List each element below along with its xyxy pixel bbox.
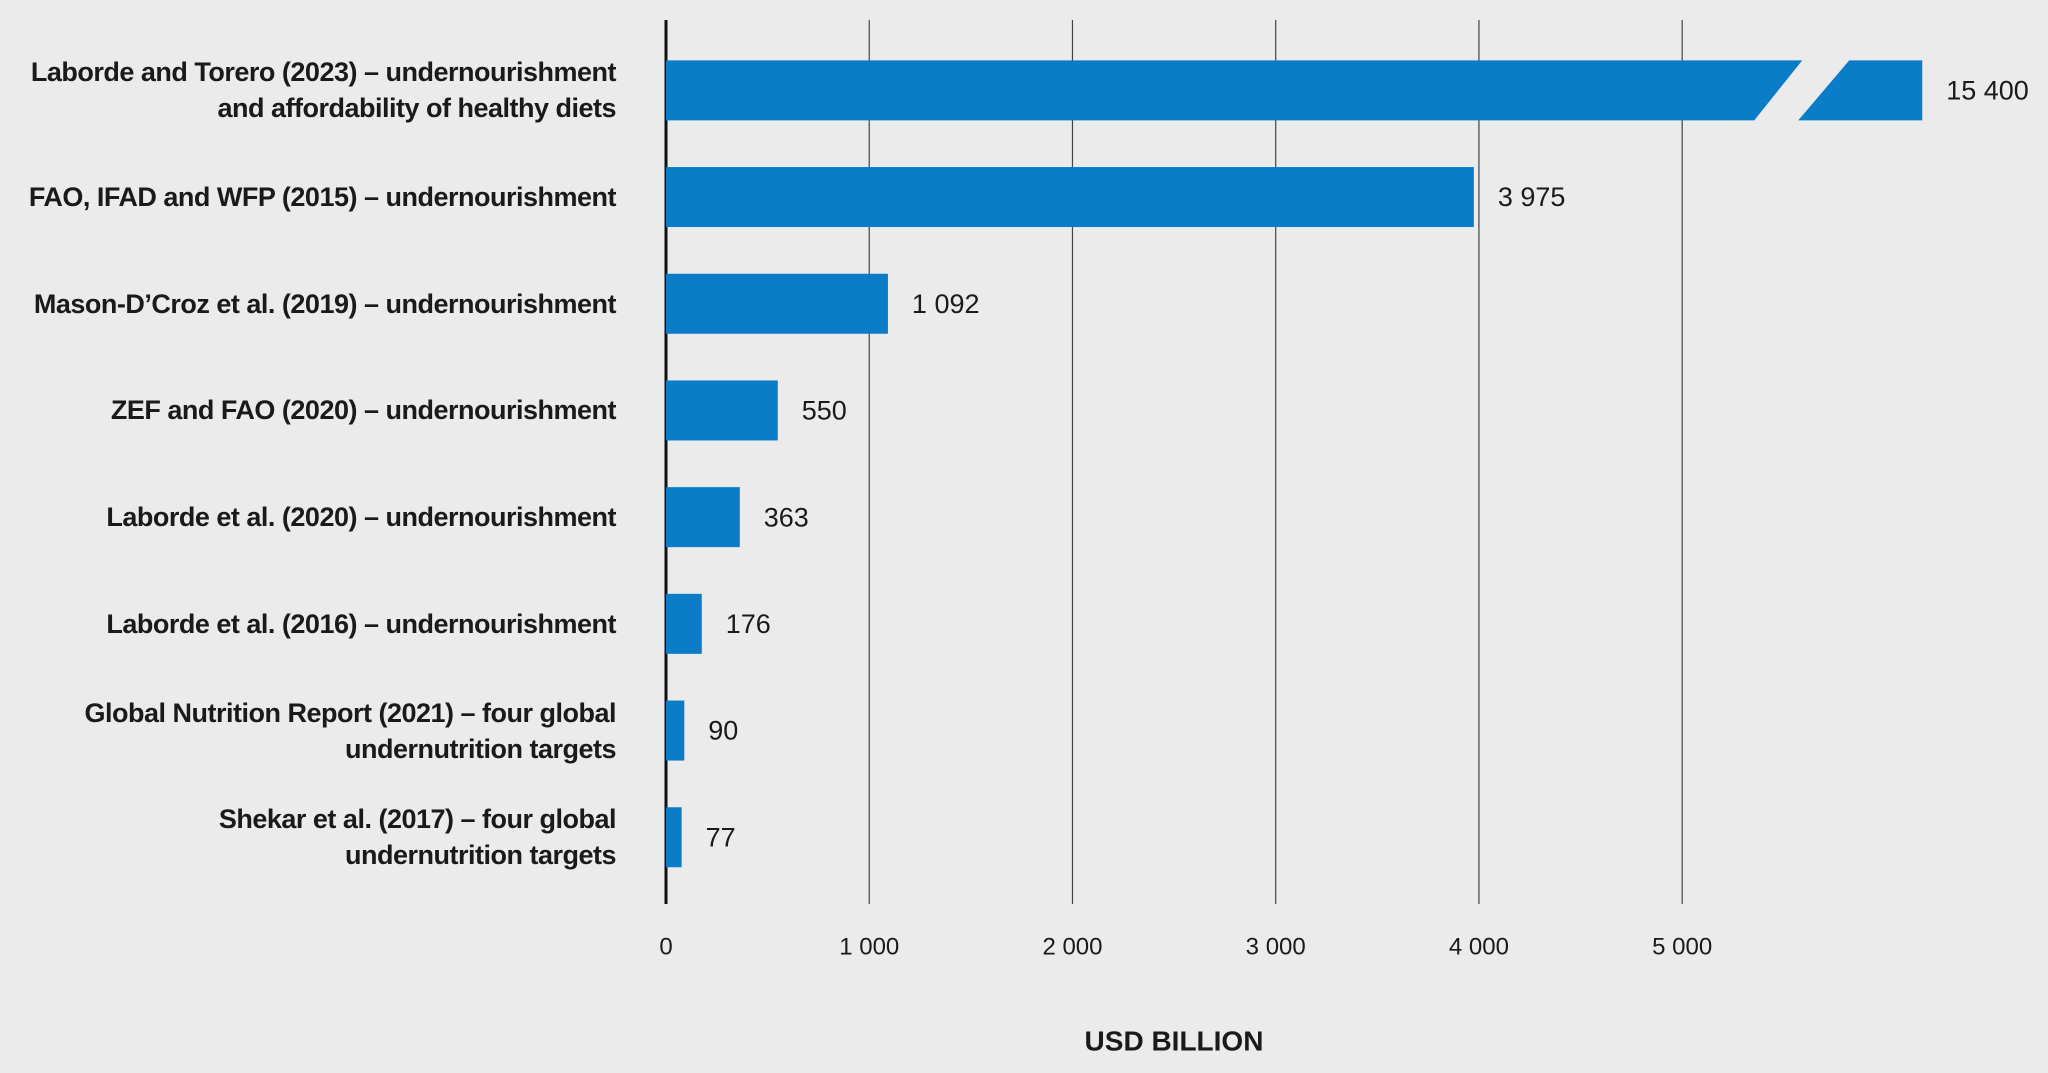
x-tick-label: 4 000 bbox=[1449, 933, 1509, 960]
value-label: 90 bbox=[708, 716, 738, 746]
bar bbox=[666, 700, 685, 761]
bar bbox=[666, 807, 682, 868]
category-label: Laborde et al. (2020) – undernourishment bbox=[106, 502, 616, 533]
bar-segment bbox=[666, 60, 1803, 121]
category-label: Laborde et al. (2016) – undernourishment bbox=[106, 608, 616, 639]
bar bbox=[666, 487, 740, 548]
bar bbox=[666, 167, 1474, 228]
x-tick-label: 5 000 bbox=[1652, 933, 1712, 960]
broken-bar bbox=[666, 60, 1923, 121]
x-tick-label: 1 000 bbox=[839, 933, 899, 960]
value-label: 77 bbox=[706, 822, 736, 852]
value-label: 550 bbox=[802, 396, 847, 426]
bar-segment bbox=[1798, 60, 1923, 121]
x-tick-label: 3 000 bbox=[1246, 933, 1306, 960]
value-label: 363 bbox=[764, 502, 809, 532]
category-label: Mason-D’Croz et al. (2019) – undernouris… bbox=[33, 288, 617, 319]
bar bbox=[666, 593, 702, 654]
category-label: Global Nutrition Report (2021) – four gl… bbox=[84, 697, 616, 764]
category-label: FAO, IFAD and WFP (2015) – undernourishm… bbox=[28, 182, 617, 213]
value-label: 3 975 bbox=[1498, 182, 1566, 212]
value-label: 1 092 bbox=[912, 289, 980, 319]
bar bbox=[666, 380, 778, 441]
x-axis-title: USD BILLION bbox=[1085, 1025, 1264, 1056]
category-label: ZEF and FAO (2020) – undernourishment bbox=[110, 395, 617, 426]
category-label: Shekar et al. (2017) – four global under… bbox=[218, 804, 617, 871]
value-label: 176 bbox=[726, 609, 771, 639]
category-label: Laborde and Torero (2023) – undernourish… bbox=[30, 57, 617, 124]
value-label: 15 400 bbox=[1946, 75, 2029, 105]
x-tick-label: 2 000 bbox=[1042, 933, 1102, 960]
x-tick-label: 0 bbox=[659, 933, 672, 960]
bar bbox=[666, 273, 888, 334]
